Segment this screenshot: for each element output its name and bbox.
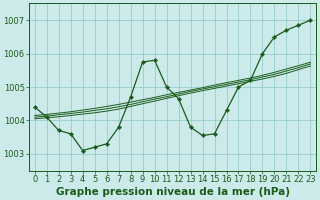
X-axis label: Graphe pression niveau de la mer (hPa): Graphe pression niveau de la mer (hPa) (56, 187, 290, 197)
